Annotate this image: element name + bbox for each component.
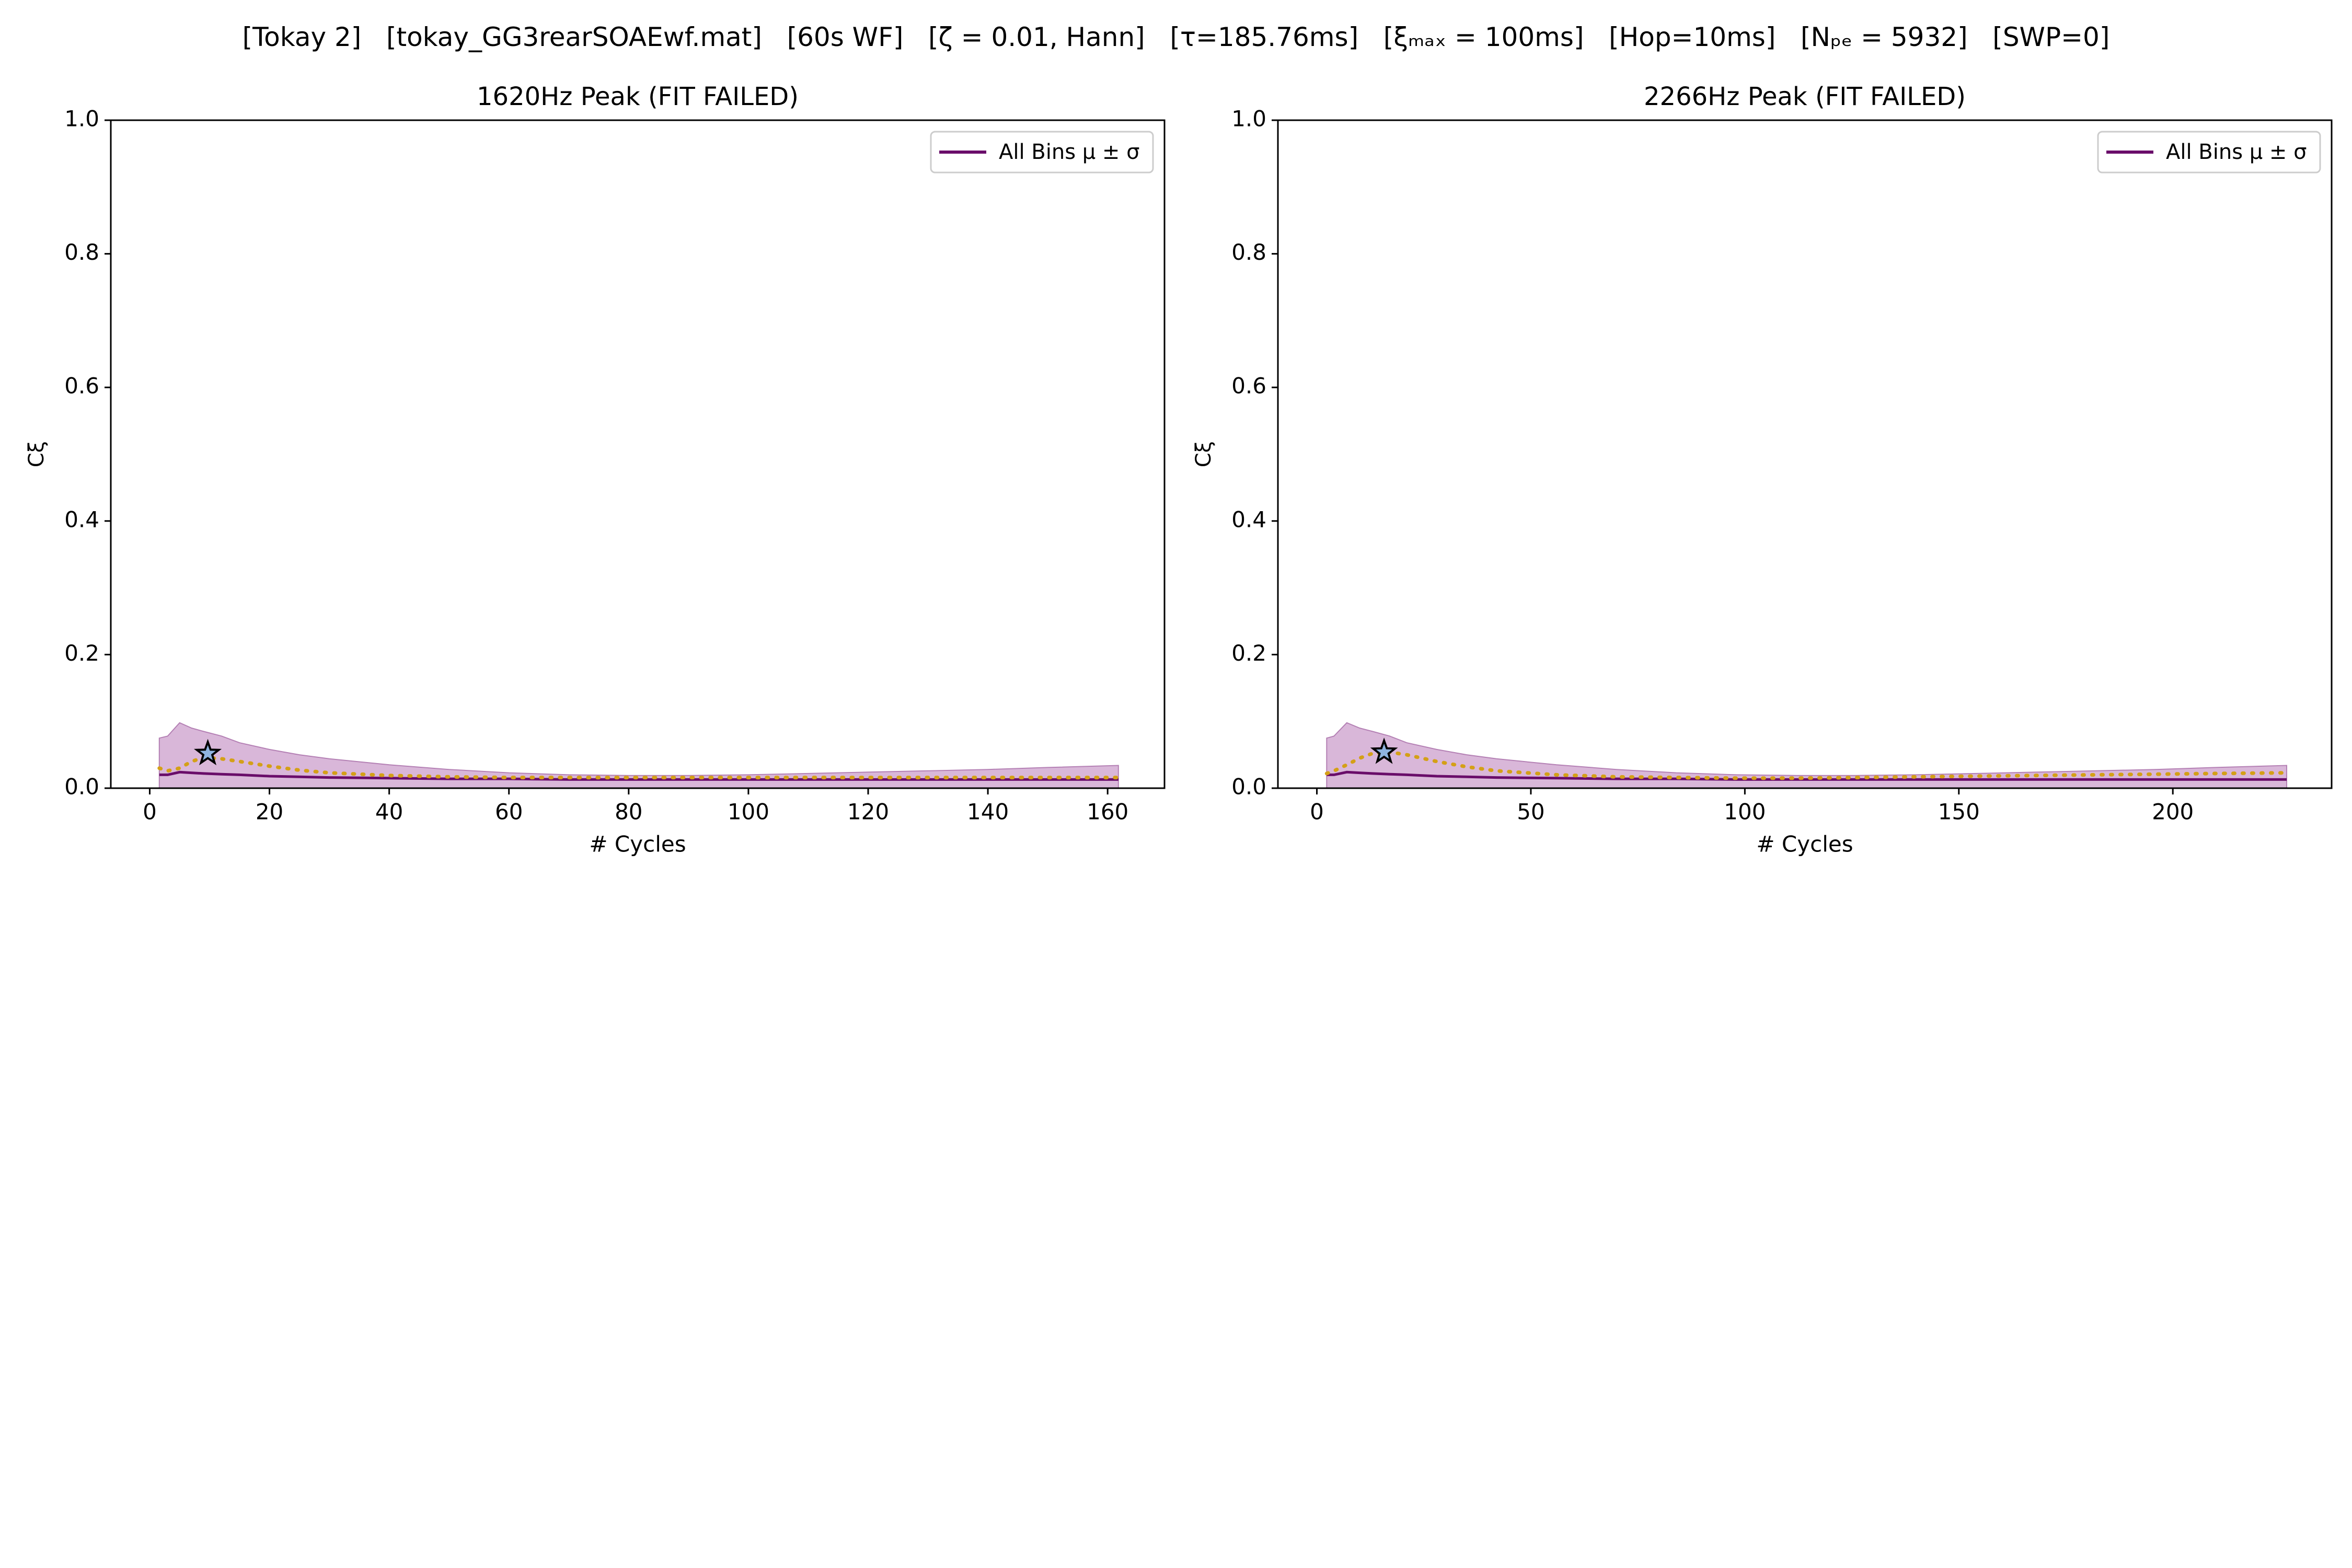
panel-2-y-tick-label: 0.2 xyxy=(1231,640,1266,666)
panel-2-axes-frame xyxy=(1277,119,2333,789)
panel-2-plot-area xyxy=(1278,120,2332,788)
panel-1-y-tick-label: 0.4 xyxy=(64,506,99,532)
panel-1-y-axis-label: Cξ xyxy=(25,441,49,467)
panel-2-x-axis-label: # Cycles xyxy=(1756,832,1853,857)
panel-2-peak-star-marker xyxy=(1370,737,1398,764)
panel-1-plot-area xyxy=(111,120,1165,788)
panel-1-mean-line xyxy=(159,770,1119,781)
panel-1-y-tick-label: 0.0 xyxy=(64,774,99,800)
panel-1-axes-frame xyxy=(110,119,1166,789)
panel-2-y-tick-label: 0.6 xyxy=(1231,373,1266,399)
panel-2-y-tick-label: 0.8 xyxy=(1231,239,1266,265)
panel-1-title: 1620Hz Peak (FIT FAILED) xyxy=(477,82,799,111)
panel-2-x-tick-label: 100 xyxy=(1724,799,1766,825)
panel-1-x-tick-label: 140 xyxy=(967,799,1009,825)
panel-1-x-tick-label: 0 xyxy=(143,799,157,825)
panel-1-x-tick-label: 40 xyxy=(375,799,403,825)
panel-1-x-tick-label: 60 xyxy=(495,799,523,825)
panel-2-x-tick-label: 50 xyxy=(1517,799,1544,825)
panel-2-y-tick-label: 1.0 xyxy=(1231,106,1266,132)
panel-2-legend-box xyxy=(2097,131,2321,174)
panel-1-x-axis-label: # Cycles xyxy=(589,832,686,857)
panel-1-y-tick-label: 1.0 xyxy=(64,106,99,132)
figure-title: [Tokay 2] [tokay_GG3rearSOAEwf.mat] [60s… xyxy=(242,22,2110,52)
panel-2-y-axis-label: Cξ xyxy=(1192,441,1216,467)
panel-1-x-tick-label: 160 xyxy=(1087,799,1128,825)
panel-1-x-tick-label: 100 xyxy=(728,799,769,825)
panel-1-y-tick-label: 0.8 xyxy=(64,239,99,265)
panel-1-legend-label: All Bins μ ± σ xyxy=(999,140,1140,164)
panel-2-x-tick-label: 0 xyxy=(1310,799,1324,825)
panel-2-mean-line xyxy=(1327,770,2287,781)
panel-2-x-tick-label: 150 xyxy=(1938,799,1980,825)
panel-2-y-tick-label: 0.4 xyxy=(1231,506,1266,532)
panel-1-y-tick-label: 0.2 xyxy=(64,640,99,666)
panel-2-dotted-line xyxy=(1324,750,2289,780)
panel-2-x-tick-label: 200 xyxy=(2152,799,2194,825)
panel-2-title: 2266Hz Peak (FIT FAILED) xyxy=(1644,82,1966,111)
panel-1-y-tick-label: 0.6 xyxy=(64,373,99,399)
panel-2-legend-label: All Bins μ ± σ xyxy=(2166,140,2307,164)
panel-1-x-tick-label: 20 xyxy=(256,799,283,825)
panel-1-x-tick-label: 80 xyxy=(615,799,642,825)
panel-1-x-tick-label: 120 xyxy=(847,799,889,825)
panel-1-dotted-line xyxy=(157,755,1121,780)
panel-1-legend-box xyxy=(930,131,1154,174)
panel-2-y-tick-label: 0.0 xyxy=(1231,774,1266,800)
panel-1-peak-star-marker xyxy=(193,739,222,766)
